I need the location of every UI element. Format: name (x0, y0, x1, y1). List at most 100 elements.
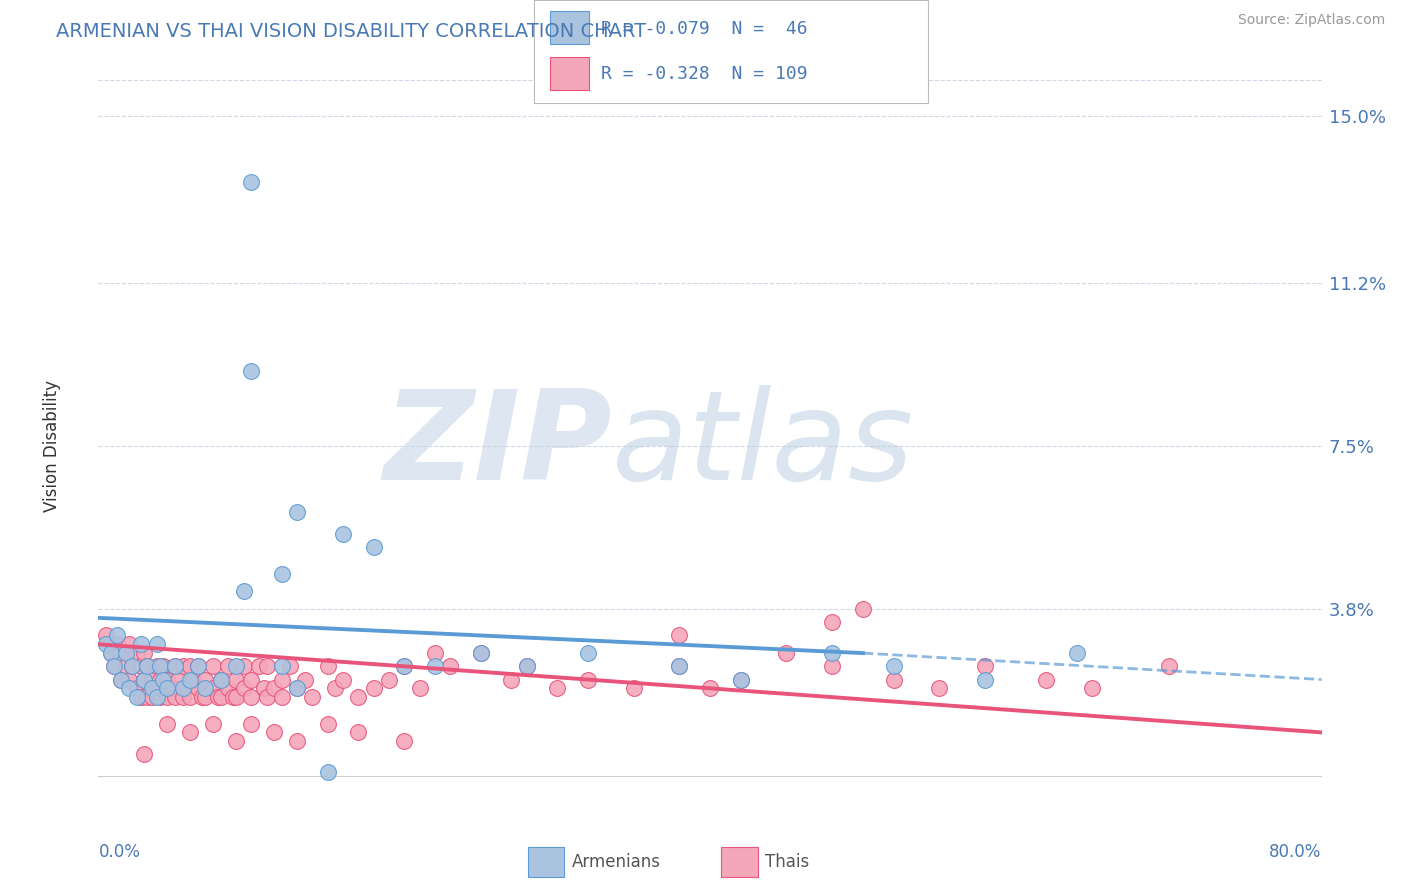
Point (332, 527, 354, 541)
Point (194, 690, 217, 705)
Point (730, 673, 752, 687)
Bar (527, 847, 564, 877)
Point (118, 637, 141, 651)
Point (118, 673, 141, 687)
Bar (550, 57, 589, 90)
Point (240, 716, 263, 731)
Point (225, 734, 247, 748)
Point (103, 659, 125, 673)
Point (263, 681, 285, 696)
Point (699, 681, 721, 696)
Point (256, 690, 278, 705)
Point (94, 628, 117, 642)
Point (136, 659, 159, 673)
Point (576, 673, 599, 687)
Point (149, 659, 172, 673)
Point (516, 659, 538, 673)
Point (1066, 646, 1088, 660)
Point (202, 681, 225, 696)
Text: 0.0%: 0.0% (98, 843, 141, 861)
Point (110, 646, 132, 660)
Point (423, 646, 446, 660)
Point (247, 659, 270, 673)
Point (134, 673, 156, 687)
Point (668, 628, 690, 642)
Point (408, 681, 430, 696)
Point (145, 637, 167, 651)
Point (270, 659, 292, 673)
Point (209, 673, 232, 687)
Point (202, 716, 225, 731)
Point (852, 602, 875, 616)
Point (167, 673, 190, 687)
Point (470, 646, 492, 660)
Point (115, 659, 138, 673)
Point (974, 673, 997, 687)
Point (270, 690, 292, 705)
Point (110, 673, 132, 687)
Point (363, 541, 385, 555)
Point (179, 659, 201, 673)
Point (347, 690, 370, 705)
Point (152, 673, 174, 687)
Point (172, 659, 194, 673)
Point (141, 673, 163, 687)
Point (209, 673, 232, 687)
Point (363, 681, 385, 696)
Point (232, 659, 254, 673)
Point (821, 659, 844, 673)
Point (187, 681, 209, 696)
Point (516, 659, 538, 673)
Point (141, 681, 163, 696)
Text: Vision Disability: Vision Disability (44, 380, 60, 512)
Point (392, 659, 416, 673)
Point (623, 681, 645, 696)
Point (392, 734, 416, 748)
Point (125, 690, 148, 705)
Point (191, 690, 214, 705)
Point (187, 659, 209, 673)
Point (194, 673, 217, 687)
Point (134, 747, 156, 762)
Point (775, 646, 797, 660)
Point (576, 646, 599, 660)
Text: Thais: Thais (765, 853, 810, 871)
Point (156, 690, 179, 705)
Point (263, 725, 285, 739)
Point (439, 659, 461, 673)
Text: R = -0.079  N =  46: R = -0.079 N = 46 (602, 20, 808, 37)
Point (668, 659, 690, 673)
Point (160, 681, 183, 696)
Point (225, 690, 247, 705)
Point (156, 673, 179, 687)
Point (105, 628, 128, 642)
Point (270, 566, 292, 581)
Point (134, 673, 156, 687)
Point (240, 690, 263, 705)
Point (217, 681, 239, 696)
Text: 80.0%: 80.0% (1270, 843, 1322, 861)
Point (285, 734, 308, 748)
Point (156, 716, 179, 731)
Point (194, 681, 217, 696)
Point (136, 659, 159, 673)
Point (179, 673, 201, 687)
Point (325, 681, 347, 696)
Point (883, 659, 905, 673)
Point (121, 659, 143, 673)
Point (1035, 673, 1057, 687)
Point (256, 659, 278, 673)
Point (240, 364, 263, 378)
Point (152, 659, 174, 673)
Point (100, 646, 122, 660)
Point (156, 681, 179, 696)
Point (141, 690, 163, 705)
Point (347, 725, 370, 739)
Point (316, 659, 339, 673)
Point (278, 659, 301, 673)
Point (125, 681, 148, 696)
Point (163, 690, 186, 705)
Point (179, 690, 201, 705)
Point (1081, 681, 1104, 696)
Point (222, 690, 245, 705)
